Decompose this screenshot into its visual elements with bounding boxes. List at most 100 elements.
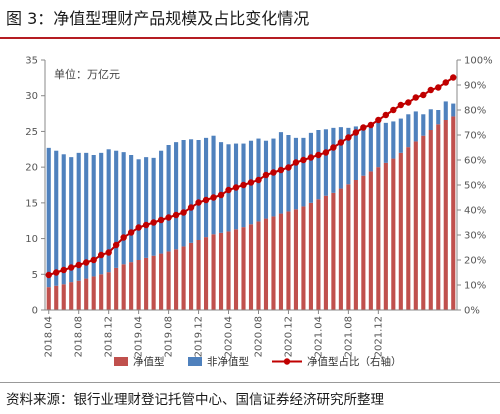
ratio-point <box>420 91 427 99</box>
bar-net-value <box>353 180 358 310</box>
bar-non-net-value <box>136 159 141 260</box>
bar-net-value <box>451 116 456 310</box>
bar-non-net-value <box>151 157 156 256</box>
bar-net-value <box>346 184 351 310</box>
ratio-point <box>225 186 232 194</box>
bar-non-net-value <box>196 140 201 240</box>
bar-non-net-value <box>361 125 366 176</box>
bar-non-net-value <box>166 145 171 252</box>
bar-net-value <box>278 213 284 310</box>
bar-net-value <box>196 240 201 310</box>
ratio-point <box>450 74 457 81</box>
ratio-point <box>307 154 315 161</box>
unit-label: 单位：万亿元 <box>54 67 120 81</box>
x-tick-label: 2021.12 <box>373 316 384 357</box>
bar-net-value <box>203 237 209 310</box>
bar-non-net-value <box>106 149 111 273</box>
ratio-point <box>150 219 157 226</box>
bar-non-net-value <box>301 137 306 207</box>
ratio-point <box>127 229 135 236</box>
bar-non-net-value <box>293 137 299 210</box>
ratio-point <box>345 134 352 141</box>
legend: 净值型 非净值型 净值型占比（右轴） <box>114 355 402 368</box>
bar-non-net-value <box>323 129 328 196</box>
ratio-point <box>247 179 255 186</box>
bar-non-net-value <box>413 111 418 142</box>
bar-net-value <box>413 141 418 310</box>
bar-net-value <box>233 229 239 310</box>
x-tick-label: 2020.12 <box>283 316 294 357</box>
left-tick-label: 5 <box>32 270 38 281</box>
bar-non-net-value <box>436 110 441 125</box>
bar-net-value <box>144 257 149 310</box>
bar-net-value <box>316 199 321 310</box>
bar-net-value <box>368 171 373 310</box>
ratio-point <box>172 211 180 219</box>
ratio-line-layer <box>45 74 457 279</box>
ratio-point <box>390 106 397 114</box>
bar-net-value <box>308 202 313 310</box>
bar-non-net-value <box>331 127 336 193</box>
bar-net-value <box>151 255 156 310</box>
bar-net-value <box>181 246 186 310</box>
right-tick-label: 60% <box>464 156 486 167</box>
ratio-point <box>120 234 127 241</box>
bar-net-value <box>106 272 111 310</box>
bar-net-value <box>69 282 74 310</box>
ratio-point <box>157 216 165 224</box>
bar-non-net-value <box>398 118 403 153</box>
bar-net-value <box>174 249 179 310</box>
bar-non-net-value <box>91 155 96 277</box>
ratio-point <box>60 266 67 274</box>
bar-non-net-value <box>421 114 426 136</box>
bar-non-net-value <box>189 139 194 243</box>
left-tick-label: 25 <box>25 127 38 138</box>
bar-non-net-value <box>376 122 381 168</box>
bar-non-net-value <box>61 154 66 285</box>
legend-swatch-ratio-point <box>283 358 291 365</box>
ratio-point <box>202 196 210 204</box>
left-tick-label: 35 <box>25 56 38 67</box>
ratio-point <box>45 271 52 279</box>
left-tick-label: 20 <box>25 163 38 174</box>
ratio-point <box>68 264 75 271</box>
ratio-point <box>75 261 82 269</box>
bar-non-net-value <box>383 122 388 163</box>
bar-non-net-value <box>308 132 313 203</box>
x-tick-label: 2018.08 <box>74 316 85 357</box>
ratio-point <box>412 94 419 101</box>
ratio-point <box>277 166 285 174</box>
bar-net-value <box>248 224 254 310</box>
bar-net-value <box>271 216 276 310</box>
bar-net-value <box>136 260 141 310</box>
bar-non-net-value <box>129 155 134 263</box>
bar-net-value <box>91 276 96 310</box>
bar-non-net-value <box>46 147 51 288</box>
bar-net-value <box>361 175 366 310</box>
bar-non-net-value <box>368 123 373 172</box>
figure-title-bar: 图 3：净值型理财产品规模及占比变化情况 <box>0 0 500 36</box>
bar-net-value <box>46 287 51 310</box>
bar-non-net-value <box>428 109 433 130</box>
bar-non-net-value <box>174 142 179 250</box>
x-tick-label: 2018.04 <box>44 316 55 357</box>
bar-net-value <box>421 135 426 310</box>
bar-layer <box>46 101 456 311</box>
x-tick-label: 2019.04 <box>134 316 145 357</box>
bar-net-value <box>226 231 231 310</box>
ratio-point <box>195 199 202 206</box>
source-note: 资料来源：银行业理财登记托管中心、国信证券经济研究所整理 <box>6 392 384 408</box>
bar-non-net-value <box>406 114 411 148</box>
bar-net-value <box>76 280 81 310</box>
left-tick-label: 10 <box>25 234 38 245</box>
bar-non-net-value <box>346 127 351 185</box>
bar-non-net-value <box>443 101 448 120</box>
bar-non-net-value <box>121 152 126 265</box>
ratio-point <box>217 191 225 199</box>
bar-net-value <box>338 188 343 310</box>
bar-net-value <box>121 264 126 310</box>
legend-swatch-non-net-value <box>188 357 202 366</box>
footer-divider <box>0 382 500 383</box>
bar-non-net-value <box>286 135 291 212</box>
ratio-point <box>397 101 405 109</box>
